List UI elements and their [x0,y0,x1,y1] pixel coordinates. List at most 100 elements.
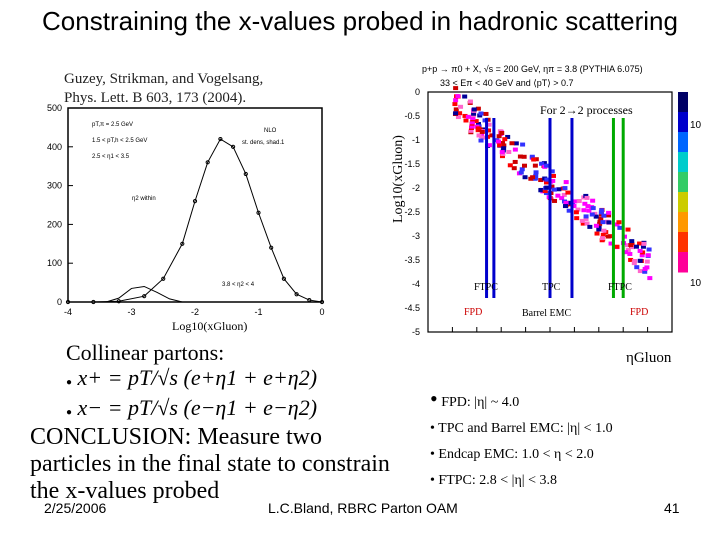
data-point [256,210,261,215]
conclusion: CONCLUSION: Measure two particles in the… [30,424,390,505]
heatmap-cell [593,223,599,228]
heatmap-cell [551,187,557,192]
heatmap-cell [628,257,634,262]
heatmap-cell [559,196,565,201]
heatmap-cell [566,208,572,213]
heatmap-cell [453,111,459,116]
x-minus-text: x− = pT/√s (e−η1 + e−η2) [77,395,318,420]
heatmap-cell [605,234,611,239]
bullet-fpd: • FPD: |η| ~ 4.0 [430,386,613,416]
data-point [218,136,223,142]
heatmap-cell [596,227,602,232]
heatmap-cell [478,138,484,143]
heatmap-cell [469,124,475,129]
heatmap-cell [512,159,518,164]
heatmap-cell [470,115,476,120]
colorbar [678,92,688,273]
heatmap-cell [452,102,458,107]
heatmap-cell [585,204,591,209]
footer-date: 2/25/2006 [44,500,107,516]
heatmap-cell [644,259,650,264]
heatmap-cell [544,177,550,182]
heatmap-cell [475,122,481,127]
heatmap-cell [529,154,535,159]
y-tick-label: 0 [415,87,420,97]
heatmap-cell [453,107,459,112]
heatmap-cell [517,154,523,159]
heatmap-cell [571,204,577,209]
heatmap-cell [629,239,635,244]
heatmap-cell [507,163,513,168]
x-tick-labels [427,327,673,332]
heatmap-cell [637,241,643,246]
heatmap-cell [583,216,589,221]
heatmap-cell [462,94,468,99]
heatmap-cell [471,107,477,112]
y-tick-label: 200 [47,219,62,229]
heatmap-cell [624,243,630,248]
heatmap-cell [646,247,652,252]
y-tick-label: -2.5 [404,207,420,217]
collinear-block: Collinear partons: ● x+ = pT/√s (e+η1 + … [66,340,317,425]
data-point [269,245,274,250]
heatmap-cell [520,142,526,147]
heatmap-cell [476,133,482,138]
legend-entry: η2 within [132,196,156,202]
heatmap-cell [533,173,539,178]
data-point [231,144,236,149]
y-tick-label: 300 [47,181,62,191]
reference-journal: Phys. Lett. B 603, 173 (2004). [64,90,247,106]
heatmap-cell [616,220,622,225]
heatmap-subtitle: 33 < Eπ < 40 GeV and ⟨pT⟩ > 0.7 [440,78,574,88]
heatmap-cell [633,244,639,249]
x-plus-text: x+ = pT/√s (e+η1 + e+η2) [77,365,318,390]
heatmap-cell [532,176,538,181]
heatmap-cell [590,206,596,211]
legend-entry: 3.8 < η2 < 4 [222,282,255,288]
heatmap-cell [576,199,582,204]
bullet-dot: ● [66,407,73,418]
plot-frame [67,107,323,303]
heatmap-cell [573,210,579,215]
x-tick-label: 0 [319,307,324,317]
x-plus-formula: ● x+ = pT/√s (e+η1 + e+η2) [66,365,317,395]
heatmap-cell [608,241,614,246]
y-tick-label: -4 [412,279,420,289]
heatmap-cell [598,216,604,221]
heatmap-cell [600,220,606,225]
heatmap-cell [599,238,605,243]
heatmap-cell [542,189,548,194]
data-point [192,199,198,204]
detector-label: Barrel EMC [522,308,571,319]
heatmap-cell [539,161,545,166]
heatmap-cell [599,208,605,213]
heatmap-cell [483,111,489,116]
heatmap-cell [583,193,589,198]
detector-label: FPD [630,307,648,318]
heatmap-cell [480,135,486,140]
heatmap-cell [533,170,539,175]
heatmap-cell [614,222,620,227]
heatmap-cell [597,221,603,226]
collinear-heading: Collinear partons: [66,340,225,365]
heatmap-cell [518,170,524,175]
detector-label: TPC [542,282,561,293]
heatmap-cell [606,210,612,215]
heatmap-cell [496,134,502,139]
x-tick-label: -1 [254,307,262,317]
heatmap-cell [467,99,473,104]
data-point [161,276,166,281]
data-point [243,171,248,177]
detector-label: FTPC [474,282,498,293]
legend-entry: st. dens, shad.1 [242,140,285,146]
heatmap-cell [455,115,461,120]
heatmap-cell [486,122,492,127]
detector-coverage-list: • FPD: |η| ~ 4.0 • TPC and Barrel EMC: |… [430,386,613,494]
footer-page-number: 41 [664,500,680,516]
heatmap-cell [590,198,596,203]
heatmap-cell [606,220,612,225]
x-minus-formula: ● x− = pT/√s (e−η1 + e−η2) [66,395,317,425]
heatmap-cell [544,185,550,190]
heatmap-cell [471,111,477,116]
heatmap-cell [599,236,605,241]
